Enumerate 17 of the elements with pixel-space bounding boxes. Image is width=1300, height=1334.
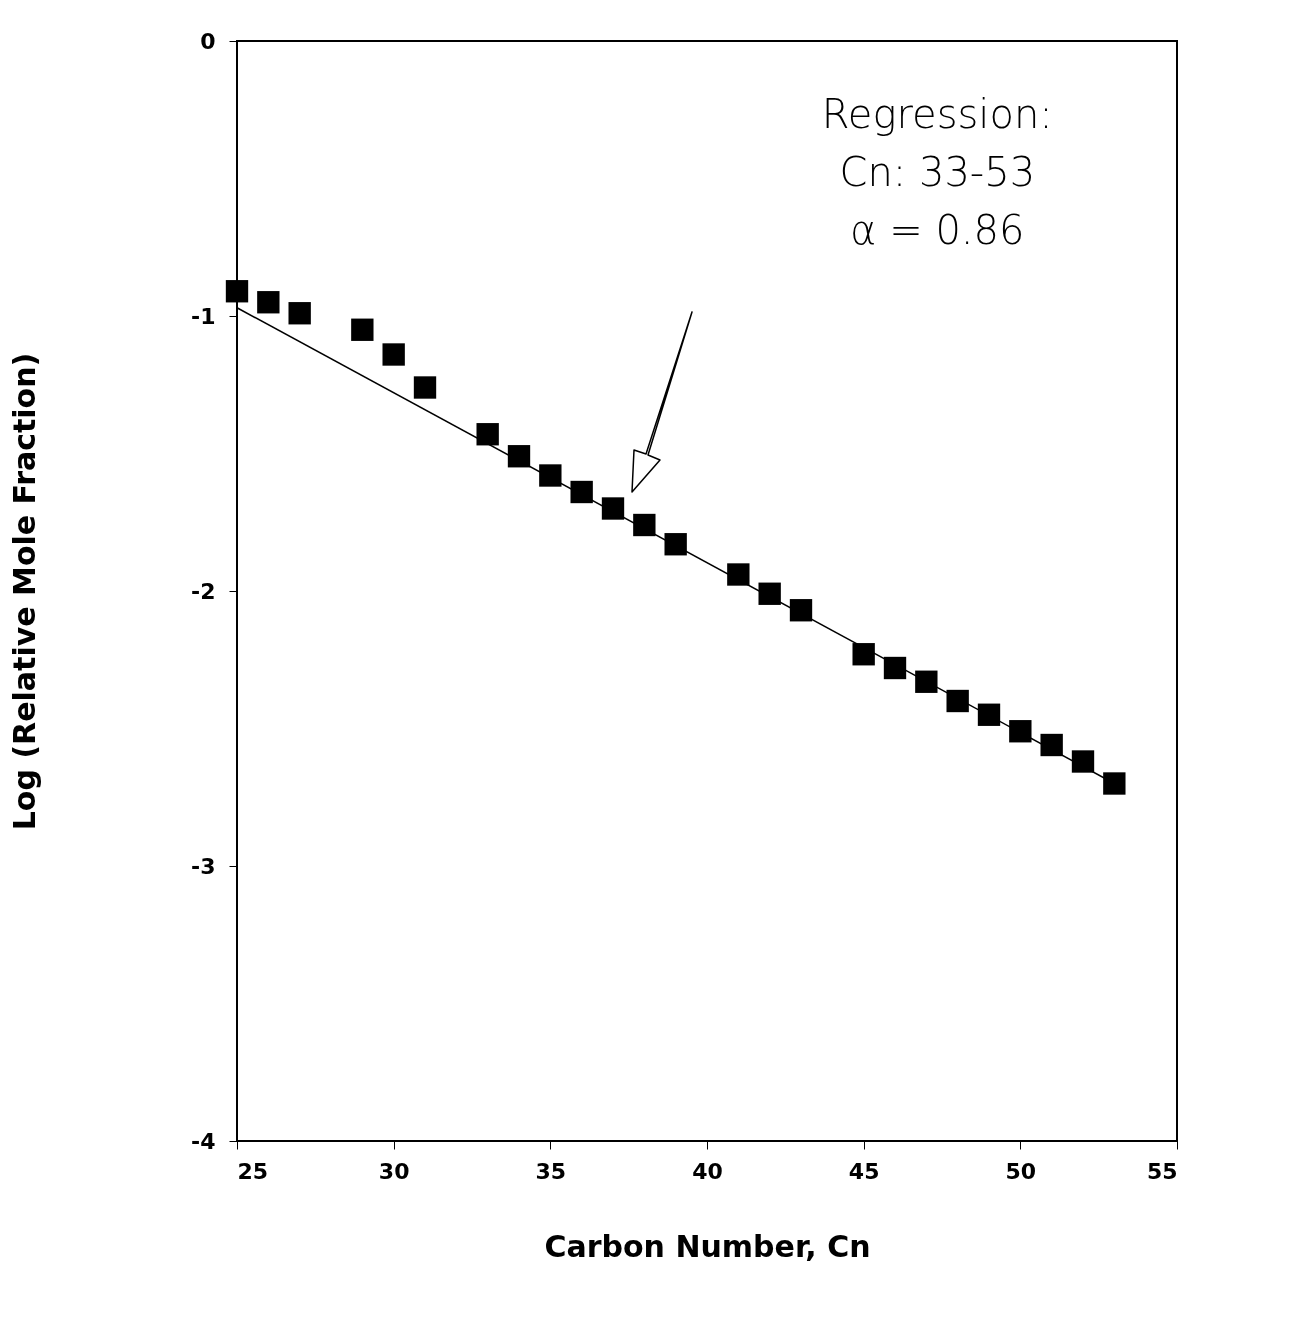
y-tick-label: -3 bbox=[191, 853, 216, 879]
x-tick-label: 50 bbox=[1005, 1158, 1037, 1184]
x-tick-label: 40 bbox=[692, 1158, 723, 1184]
x-tick-label: 25 bbox=[237, 1158, 269, 1184]
annotation: Cn: 33-53 bbox=[839, 149, 1036, 195]
x-tick-label: 35 bbox=[535, 1158, 567, 1184]
y-axis-title: Log (Relative Mole Fraction) bbox=[7, 352, 43, 831]
annotation: Regression: bbox=[821, 91, 1053, 137]
annotation: α = 0.86 bbox=[850, 207, 1025, 253]
y-tick-label: 0 bbox=[200, 28, 216, 54]
x-tick-label: 55 bbox=[1146, 1158, 1178, 1184]
y-tick-label: -4 bbox=[191, 1128, 216, 1154]
x-tick-label: 30 bbox=[378, 1158, 410, 1184]
x-axis-title: Carbon Number, Cn bbox=[544, 1228, 871, 1264]
x-tick-label: 45 bbox=[848, 1158, 880, 1184]
y-tick-label: -2 bbox=[191, 578, 216, 604]
y-tick-label: -1 bbox=[191, 303, 216, 329]
